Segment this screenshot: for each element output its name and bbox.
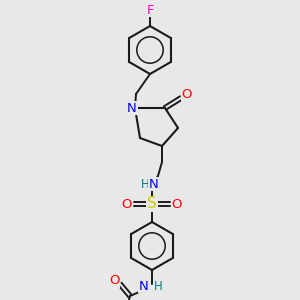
Text: N: N <box>139 280 149 292</box>
Text: O: O <box>182 88 192 101</box>
Text: F: F <box>146 4 154 16</box>
Text: O: O <box>172 197 182 211</box>
Text: O: O <box>122 197 132 211</box>
Text: N: N <box>127 101 137 115</box>
Text: H: H <box>141 178 149 190</box>
Text: N: N <box>149 178 159 190</box>
Text: H: H <box>154 280 162 292</box>
Text: O: O <box>109 274 119 287</box>
Text: S: S <box>147 196 157 211</box>
